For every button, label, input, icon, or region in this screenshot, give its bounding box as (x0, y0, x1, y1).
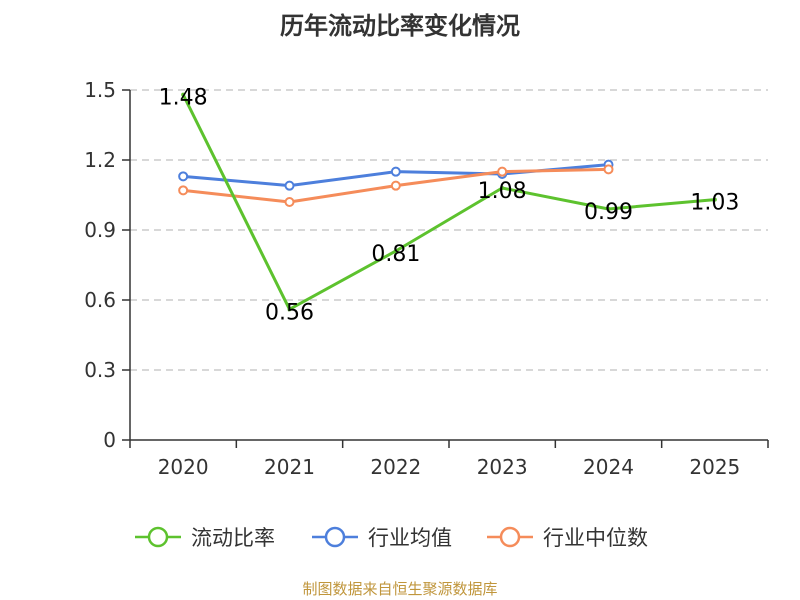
data-label: 1.08 (478, 179, 527, 204)
series-point[interactable] (178, 185, 189, 196)
legend-item[interactable]: 流动比率 (135, 526, 275, 550)
axes: 0 0.3 0.6 0.9 1.2 1.5 2020 2021 2022 2023 2024 2025 (84, 78, 769, 479)
x-tick-label: 2021 (264, 455, 315, 479)
x-tick-label: 2024 (583, 455, 634, 479)
x-tick-label: 2025 (689, 455, 740, 479)
series-point[interactable] (390, 166, 401, 177)
data-labels: 1.48 0.56 0.81 1.08 0.99 1.03 (159, 86, 740, 326)
y-tick-label: 0.9 (84, 218, 116, 242)
series-point[interactable] (284, 197, 295, 207)
series-point[interactable] (603, 164, 614, 175)
series-point[interactable] (500, 186, 505, 190)
series-point[interactable] (393, 249, 398, 253)
legend-label: 行业均值 (368, 526, 452, 550)
legend-item[interactable]: 行业中位数 (487, 526, 648, 550)
data-label: 0.56 (265, 300, 314, 325)
series-point[interactable] (284, 180, 295, 191)
series-point[interactable] (497, 166, 508, 177)
source-note: 制图数据来自恒生聚源数据库 (302, 580, 498, 598)
series-point[interactable] (390, 180, 401, 191)
chart-title: 历年流动比率变化情况 (280, 12, 520, 40)
y-tick-label: 0.6 (84, 288, 116, 312)
data-label: 1.48 (159, 86, 208, 111)
series-group (178, 92, 717, 312)
series-point[interactable] (712, 197, 717, 202)
series-point[interactable] (606, 207, 611, 211)
data-label: 0.99 (584, 200, 633, 225)
legend-marker (499, 526, 521, 548)
y-tick-label: 0.3 (84, 358, 116, 382)
legend-label: 行业中位数 (543, 526, 648, 550)
data-label: 0.81 (371, 242, 420, 267)
legend-label: 流动比率 (191, 526, 275, 550)
series-point[interactable] (287, 307, 292, 312)
legend: 流动比率 行业均值 行业中位数 (135, 526, 648, 550)
y-tick-label: 0 (103, 428, 116, 452)
series-point[interactable] (181, 92, 186, 97)
legend-marker (147, 526, 169, 548)
legend-marker (324, 526, 346, 548)
x-tick-label: 2023 (477, 455, 528, 479)
series-point[interactable] (178, 171, 189, 182)
y-tick-label: 1.5 (84, 78, 116, 102)
legend-item[interactable]: 行业均值 (312, 526, 452, 550)
x-tick-label: 2020 (158, 455, 209, 479)
y-tick-label: 1.2 (84, 148, 116, 172)
x-tick-label: 2022 (370, 455, 421, 479)
series-line (181, 94, 715, 311)
grid-lines (130, 89, 768, 371)
data-label: 1.03 (690, 191, 739, 216)
